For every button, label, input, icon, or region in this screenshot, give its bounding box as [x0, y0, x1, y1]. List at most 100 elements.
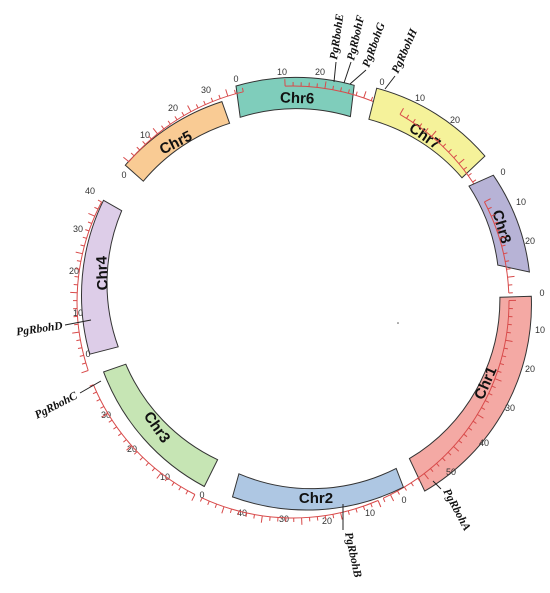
chr7-tick-mark [406, 114, 410, 119]
chr4-axis-line [76, 201, 103, 371]
chromosome-chr8: Chr8 0 10 20 [468, 167, 535, 294]
chr4-tick-label: 20 [69, 266, 79, 276]
chr1-tick-mark [458, 440, 463, 444]
chr1-tick-mark [397, 490, 400, 495]
chr4-tick-label: 10 [73, 308, 83, 318]
chr7-tick-mark [442, 143, 447, 147]
gene-pointer [333, 61, 337, 83]
chr8-tick-mark [501, 244, 506, 247]
center-dot [397, 322, 399, 324]
chr1-tick-mark [502, 355, 507, 358]
chr5-tick-mark [218, 94, 221, 99]
chr7-tick-mark [467, 172, 472, 177]
chr2-tick-label: 30 [279, 514, 289, 524]
chr1-tick-mark [494, 378, 502, 382]
chr3-tick-mark [92, 391, 97, 395]
chr4-tick-mark [77, 347, 83, 349]
chr4-tick-label: 0 [85, 349, 90, 359]
chr4-tick-mark [75, 268, 80, 270]
gene-label: PgRbohA [440, 487, 472, 534]
chr5-block [124, 100, 231, 182]
chr2-tick-mark [324, 515, 327, 520]
chr5-tick-mark [152, 127, 158, 135]
chr8-tick-mark [505, 260, 510, 262]
chr1-tick-mark [382, 498, 386, 503]
chr1-axis-line [383, 300, 510, 499]
chr1-tick-mark [423, 473, 429, 480]
chr1-tick-mark [453, 446, 460, 452]
chr6-tick-label: 0 [233, 74, 238, 84]
chr2-tick-mark [370, 503, 373, 508]
chr1-tick-mark [484, 400, 490, 403]
chr4-label: Chr4 [93, 255, 111, 290]
chr4-tick-mark [82, 236, 87, 239]
chr2-tick-mark [347, 510, 350, 515]
chr6-tick-label: 20 [315, 67, 325, 77]
chr7-tick-mark [425, 127, 429, 132]
chr2-tick-mark [316, 516, 319, 521]
chr8-tick-mark [487, 206, 492, 210]
chr8-tick-mark [499, 235, 507, 239]
chr6-tick-mark [370, 96, 374, 101]
chr3-tick-mark [108, 419, 113, 423]
chr1-tick-mark [491, 385, 496, 389]
chr1-tick-mark [447, 451, 452, 456]
chr3-tick-label: 0 [199, 490, 204, 500]
chr6-tick-mark [324, 81, 327, 89]
chr6-tick-mark [340, 87, 342, 92]
chr2-tick-label: 10 [365, 508, 375, 518]
chr4-tick-mark [72, 331, 80, 334]
chr6-tick-mark [355, 91, 358, 96]
chromosome-chr3: Chr3 0 10 20 30 [89, 363, 219, 501]
gene-label: PgRbohH [390, 26, 421, 75]
chr3-tick-mark [133, 451, 138, 455]
chr2-block [231, 467, 405, 511]
chr3-tick-mark [145, 462, 150, 467]
chr8-tick-label: 10 [516, 197, 526, 207]
chr3-tick-mark [118, 432, 122, 437]
chr2-tick-mark [221, 506, 225, 514]
gene-marker-pgrbohh: PgRbohH [384, 26, 421, 90]
chr2-tick-mark [229, 508, 232, 514]
chr1-tick-mark [481, 407, 486, 411]
chr7-tick-mark [431, 130, 437, 137]
chr3-block [102, 363, 219, 488]
chr4-tick-mark [81, 362, 86, 365]
gene-label: PgRbohD [16, 320, 65, 338]
chr5-tick-mark [187, 105, 192, 112]
chr6-tick-mark [332, 85, 334, 90]
chr7-tick-mark [448, 148, 452, 153]
chr2-tick-mark [199, 497, 203, 502]
chr5-tick-mark [136, 146, 140, 151]
gene-pointer [79, 380, 102, 394]
chr5-tick-mark [148, 135, 152, 140]
gene-marker-pgrbohf: PgRbohF [343, 14, 367, 84]
chr1-tick-mark [442, 457, 446, 462]
chr5-axis-line [128, 91, 244, 163]
chr3-tick-mark [151, 467, 156, 472]
chr4-tick-mark [85, 229, 90, 232]
chr2-tick-mark [237, 511, 240, 516]
chromosome-chr2: Chr2 0 10 20 30 40 [199, 467, 407, 526]
chr3-tick-mark [139, 456, 144, 461]
chr5-tick-mark [142, 141, 146, 145]
chr5-tick-mark [210, 97, 214, 102]
chr1-tick-mark [497, 370, 502, 373]
chr4-tick-mark [81, 370, 89, 374]
chr4-tick-mark [76, 260, 81, 262]
chr7-tick-mark [418, 123, 423, 128]
gene-pointer [432, 480, 442, 490]
chr1-block [408, 295, 532, 492]
chr6-label: Chr6 [280, 89, 315, 107]
chr1-tick-label: 20 [525, 364, 535, 374]
chr8-tick-mark [496, 229, 501, 232]
chr7-tick-mark [458, 158, 465, 164]
chr5-tick-label: 0 [121, 170, 126, 180]
chr8-tick-mark [506, 268, 511, 270]
chr1-tick-mark [410, 482, 414, 487]
gene-label: PgRbohC [33, 390, 80, 422]
chr1-tick-mark [436, 463, 440, 467]
chr3-tick-mark [89, 384, 94, 387]
chr1-tick-mark [403, 486, 407, 491]
